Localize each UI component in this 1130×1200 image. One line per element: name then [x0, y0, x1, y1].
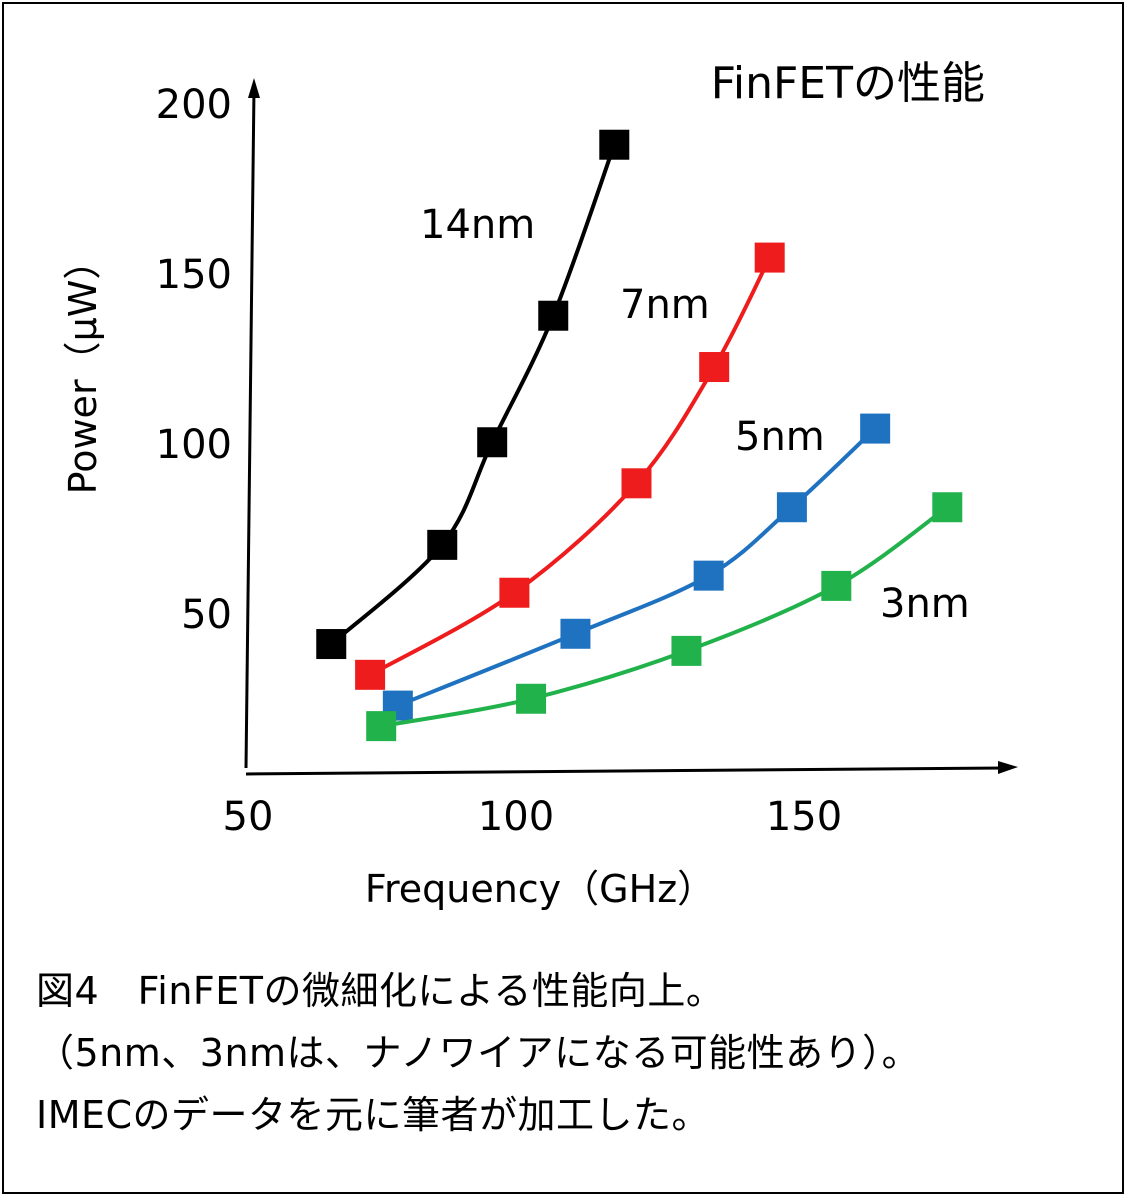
point-14nm-1	[427, 529, 458, 560]
point-7nm-4	[754, 242, 785, 273]
y-tick-100: 100	[156, 422, 232, 468]
y-axis	[244, 87, 256, 769]
point-3nm-3	[821, 570, 852, 601]
point-3nm-0	[366, 711, 397, 742]
y-tick-200: 200	[156, 82, 232, 128]
x-axis-arrow	[998, 761, 1018, 774]
point-5nm-4	[860, 413, 891, 444]
label-3nm: 3nm	[880, 581, 970, 627]
point-7nm-0	[355, 659, 386, 690]
line-3nm	[380, 505, 949, 729]
point-7nm-2	[621, 468, 652, 499]
chart: 200 150 100 50 50 100 150 Frequency（GHz）…	[61, 58, 1018, 911]
y-tick-50: 50	[181, 592, 232, 638]
figure-caption: 図4 FinFETの微細化による性能向上。 （5nm、3nmは、ナノワイアになる…	[36, 960, 1106, 1146]
point-3nm-4	[932, 492, 963, 523]
point-5nm-2	[693, 560, 724, 591]
point-5nm-3	[776, 492, 807, 523]
point-14nm-4	[599, 129, 630, 160]
label-14nm: 14nm	[420, 202, 535, 248]
point-3nm-1	[516, 683, 547, 714]
y-tick-150: 150	[156, 252, 232, 298]
y-axis-arrow	[248, 78, 260, 98]
label-7nm: 7nm	[620, 282, 710, 328]
caption-line-3: IMECのデータを元に筆者が加工した。	[36, 1093, 711, 1137]
point-14nm-0	[316, 629, 347, 660]
caption-line-1: 図4 FinFETの微細化による性能向上。	[36, 969, 725, 1013]
series-7nm	[355, 242, 785, 690]
point-3nm-2	[671, 635, 702, 666]
point-14nm-2	[477, 427, 508, 458]
point-7nm-3	[699, 352, 730, 383]
caption-line-2: （5nm、3nmは、ナノワイアになる可能性あり）。	[36, 1031, 921, 1075]
x-tick-50: 50	[223, 794, 274, 840]
x-tick-100: 100	[478, 794, 554, 840]
series-3nm	[366, 492, 963, 742]
series-14nm	[316, 129, 630, 660]
point-7nm-1	[499, 577, 530, 608]
x-axis-label: Frequency（GHz）	[365, 867, 715, 911]
x-tick-150: 150	[766, 794, 842, 840]
point-14nm-3	[538, 300, 569, 331]
series-5nm	[382, 413, 891, 721]
y-axis-label: Power（μW）	[61, 242, 105, 495]
point-5nm-1	[560, 618, 591, 649]
label-5nm: 5nm	[735, 414, 825, 460]
x-axis	[245, 766, 1006, 776]
chart-title: FinFETの性能	[711, 58, 985, 109]
